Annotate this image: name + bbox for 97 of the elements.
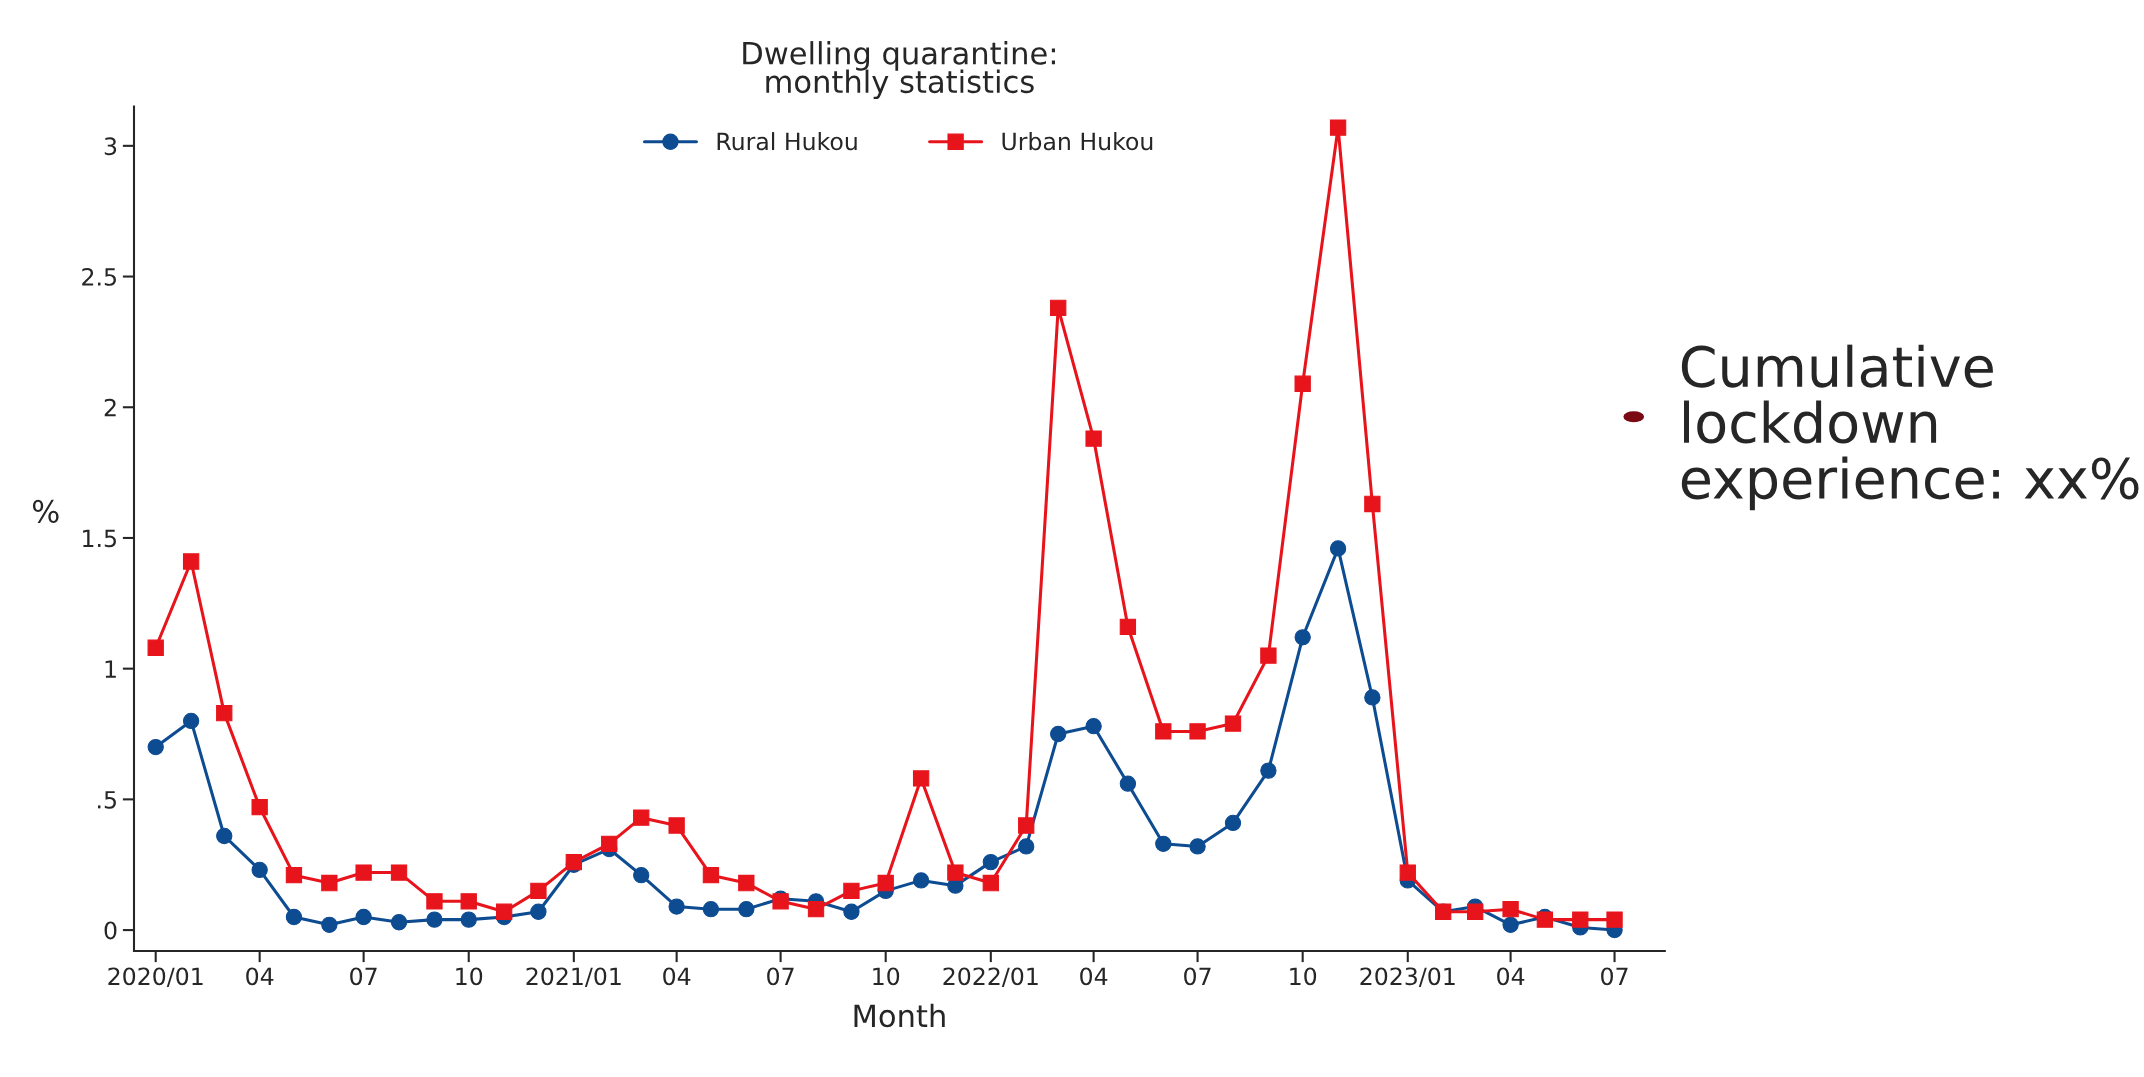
point: [426, 893, 443, 910]
legend-label: Rural Hukou: [717, 132, 857, 151]
x-tick-label: 07: [767, 967, 794, 986]
point: [1502, 916, 1519, 934]
y-tick-label: 3: [104, 137, 117, 156]
y-tick-label: 2.5: [82, 267, 116, 286]
x-tick-label: 2023/01: [1360, 967, 1455, 988]
x-tick-label: 10: [456, 967, 483, 986]
point: [843, 882, 860, 900]
text: Cumulative lockdown experience: xx%: [1681, 344, 2139, 511]
point: [1119, 775, 1137, 792]
point: [1329, 119, 1347, 136]
legend-label: Urban Hukou: [1002, 132, 1153, 151]
point: [1189, 723, 1206, 740]
point: [1399, 864, 1416, 881]
point: [1224, 814, 1242, 832]
point: [1502, 901, 1519, 918]
point: [1294, 629, 1311, 646]
x-tick-label: 10: [873, 967, 900, 986]
point: [1260, 647, 1277, 664]
point: [1119, 618, 1137, 635]
x-axis-title: Month: [854, 1003, 945, 1028]
point: [1155, 835, 1172, 852]
point: [147, 639, 164, 656]
point: [982, 853, 999, 871]
point: [355, 864, 372, 881]
point: [702, 867, 720, 884]
y-tick-label: 1.5: [83, 529, 116, 548]
point: [182, 712, 200, 730]
x-tick-label: 2022/01: [943, 967, 1038, 988]
point: [182, 553, 200, 570]
y-axis-title: %: [32, 499, 59, 523]
point: [668, 898, 685, 915]
point: [460, 911, 477, 928]
point: [1364, 495, 1381, 513]
point: [321, 916, 338, 934]
point: [668, 817, 685, 834]
x-tick-label: 04: [1497, 967, 1525, 986]
x-tick-label: 2020/01: [108, 967, 203, 988]
point: [1294, 375, 1311, 392]
point: [390, 914, 408, 931]
point: [982, 874, 999, 892]
point: [738, 874, 755, 892]
point: [1224, 715, 1242, 732]
point: [807, 901, 825, 918]
point: [1050, 299, 1067, 317]
point: [251, 861, 268, 879]
point: [216, 704, 233, 722]
point: [1364, 689, 1381, 706]
point: [285, 867, 303, 884]
x-tick-label: 07: [1184, 967, 1211, 986]
y-tick-label: 0: [104, 921, 117, 940]
point: [285, 908, 303, 926]
point: [1155, 723, 1172, 740]
point: [601, 835, 618, 852]
point: [1085, 718, 1102, 735]
point: [1085, 430, 1102, 447]
point: [947, 864, 964, 881]
point: [321, 874, 338, 892]
point: [495, 903, 513, 920]
point: [1050, 725, 1067, 743]
x-tick-label: 04: [663, 967, 691, 986]
x-tick-label: 07: [1601, 967, 1628, 986]
y-tick-label: .5: [98, 791, 116, 809]
point: [912, 770, 930, 787]
point: [1260, 762, 1277, 779]
point: [530, 903, 547, 920]
point: [147, 738, 164, 756]
point: [390, 864, 408, 881]
point: [633, 867, 650, 884]
point: [426, 911, 443, 928]
y-tick-label: 2: [104, 398, 116, 417]
point: [1606, 911, 1623, 928]
x-tick-label: 04: [1080, 967, 1108, 986]
point: [1018, 838, 1035, 855]
point: [633, 809, 650, 826]
point: [1467, 903, 1484, 920]
x-tick-label: 07: [350, 967, 377, 986]
point: [530, 882, 547, 900]
point: [216, 827, 233, 845]
point: [738, 901, 755, 918]
point: [460, 893, 477, 910]
point: [912, 872, 930, 889]
point: [702, 901, 720, 918]
x-tick-label: 2021/01: [526, 967, 621, 988]
chart-title: Dwelling quarantine: monthly statistics: [743, 41, 1056, 100]
point: [877, 874, 894, 892]
point: [843, 903, 860, 920]
point: [1018, 817, 1035, 834]
point: [355, 908, 372, 926]
point: [1572, 911, 1589, 928]
x-tick-label: 04: [246, 967, 274, 986]
point: [251, 799, 268, 816]
x-tick-label: 10: [1290, 967, 1317, 986]
point: [1329, 540, 1347, 557]
point: [1189, 838, 1206, 855]
y-tick-label: 1: [105, 660, 116, 678]
